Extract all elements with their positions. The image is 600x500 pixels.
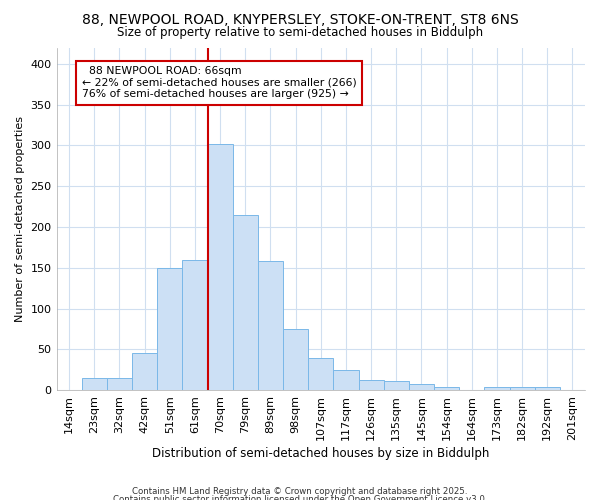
X-axis label: Distribution of semi-detached houses by size in Biddulph: Distribution of semi-detached houses by … — [152, 447, 490, 460]
Bar — [383, 381, 409, 390]
Bar — [208, 144, 233, 390]
Bar — [157, 268, 182, 390]
Y-axis label: Number of semi-detached properties: Number of semi-detached properties — [15, 116, 25, 322]
Bar — [283, 329, 308, 390]
Bar — [308, 358, 334, 390]
Text: 88, NEWPOOL ROAD, KNYPERSLEY, STOKE-ON-TRENT, ST8 6NS: 88, NEWPOOL ROAD, KNYPERSLEY, STOKE-ON-T… — [82, 12, 518, 26]
Bar — [409, 384, 434, 390]
Text: Contains HM Land Registry data © Crown copyright and database right 2025.: Contains HM Land Registry data © Crown c… — [132, 487, 468, 496]
Bar — [334, 370, 359, 390]
Bar — [182, 260, 208, 390]
Text: Size of property relative to semi-detached houses in Biddulph: Size of property relative to semi-detach… — [117, 26, 483, 39]
Bar — [107, 378, 132, 390]
Bar — [132, 354, 157, 390]
Bar — [359, 380, 383, 390]
Bar — [535, 387, 560, 390]
Text: Contains public sector information licensed under the Open Government Licence v3: Contains public sector information licen… — [113, 495, 487, 500]
Bar — [484, 387, 509, 390]
Bar — [434, 387, 459, 390]
Text: 88 NEWPOOL ROAD: 66sqm
← 22% of semi-detached houses are smaller (266)
76% of se: 88 NEWPOOL ROAD: 66sqm ← 22% of semi-det… — [82, 66, 356, 100]
Bar — [233, 215, 258, 390]
Bar — [258, 262, 283, 390]
Bar — [82, 378, 107, 390]
Bar — [509, 387, 535, 390]
